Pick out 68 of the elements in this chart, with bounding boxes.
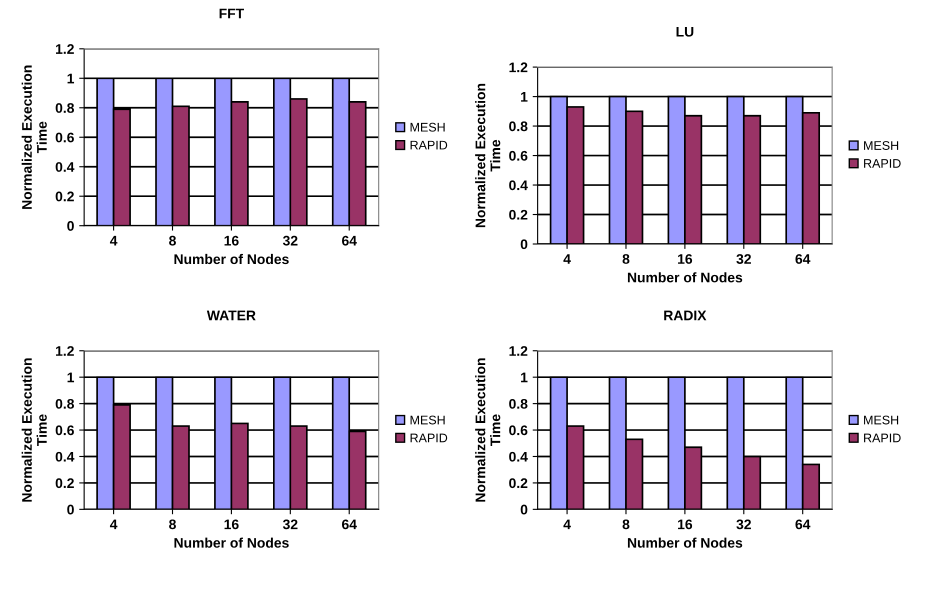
y-axis-title: Normalized Execution Time [475, 84, 500, 228]
y-axis-title: Normalized Execution Time [475, 358, 500, 502]
x-tick-label: 4 [110, 236, 118, 246]
y-tick-label: 1.2 [509, 62, 528, 72]
x-tick-label: 8 [169, 236, 176, 246]
y-tick-label: 0.4 [56, 452, 74, 462]
y-tick-label: 0.2 [56, 478, 74, 488]
legend-label: MESH [410, 416, 445, 424]
x-axis-title: Number of Nodes [174, 254, 289, 264]
x-tick-label: 64 [795, 254, 810, 264]
x-tick-label: 32 [282, 236, 298, 246]
legend-label: RAPID [864, 434, 901, 442]
x-tick-label: 64 [342, 236, 357, 246]
x-tick-label: 16 [224, 519, 239, 530]
y-tick-label: 1 [68, 372, 74, 382]
legend-label: MESH [410, 122, 445, 132]
y-tick-label: 0.4 [509, 180, 528, 190]
y-tick-label: 0.2 [509, 478, 528, 488]
x-tick-label: 4 [563, 254, 571, 264]
chart-title: FFT [220, 8, 244, 18]
y-tick-label: 0.4 [56, 162, 74, 172]
x-tick-label: 16 [224, 236, 239, 246]
y-tick-label: 0.6 [509, 425, 528, 436]
chart-title: WATER [206, 310, 256, 320]
y-tick-label: 0.8 [56, 398, 74, 409]
x-tick-label: 8 [622, 254, 630, 264]
y-tick-label: 0.8 [509, 398, 528, 409]
x-tick-label: 64 [342, 519, 357, 530]
y-axis-title: Normalized Execution Time [22, 358, 47, 502]
x-tick-label: 32 [736, 254, 751, 264]
chart-title: LU [676, 26, 694, 37]
x-axis-title: Number of Nodes [174, 538, 289, 548]
y-tick-label: 0 [520, 239, 528, 250]
legend-label: RAPID [410, 140, 448, 150]
x-axis-title: Number of Nodes [628, 538, 742, 548]
y-tick-label: 0.8 [509, 121, 528, 132]
y-tick-label: 0.6 [56, 132, 74, 142]
y-axis-title: Normalized Execution Time [22, 66, 47, 209]
y-tick-label: 0.2 [56, 192, 74, 202]
y-tick-label: 0 [67, 504, 74, 515]
y-tick-label: 0.6 [56, 425, 74, 436]
x-tick-label: 4 [110, 520, 118, 530]
chart-title: RADIX [664, 310, 706, 320]
y-tick-label: 1 [521, 92, 528, 102]
y-tick-label: 1.2 [509, 346, 528, 356]
legend-label: MESH [864, 416, 898, 424]
x-tick-label: 8 [622, 519, 630, 530]
y-tick-label: 0 [67, 221, 74, 231]
y-tick-label: 0.8 [56, 103, 74, 113]
y-tick-label: 1 [521, 372, 528, 382]
x-tick-label: 32 [736, 519, 751, 530]
y-tick-label: 1.2 [56, 44, 74, 54]
y-tick-label: 0.2 [509, 210, 528, 220]
y-tick-label: 0 [520, 504, 528, 515]
y-tick-label: 0.4 [509, 452, 528, 462]
y-tick-label: 1 [68, 74, 74, 84]
x-tick-label: 4 [563, 520, 571, 530]
x-tick-label: 64 [795, 519, 810, 530]
y-tick-label: 0.6 [509, 150, 528, 161]
x-tick-label: 16 [678, 519, 692, 530]
x-tick-label: 32 [282, 519, 298, 530]
x-tick-label: 16 [678, 254, 692, 264]
legend-label: RAPID [864, 159, 901, 168]
legend-label: MESH [864, 141, 898, 150]
x-tick-label: 8 [169, 519, 176, 530]
y-tick-label: 1.2 [56, 346, 74, 356]
x-axis-title: Number of Nodes [628, 272, 742, 282]
legend-label: RAPID [410, 434, 448, 442]
